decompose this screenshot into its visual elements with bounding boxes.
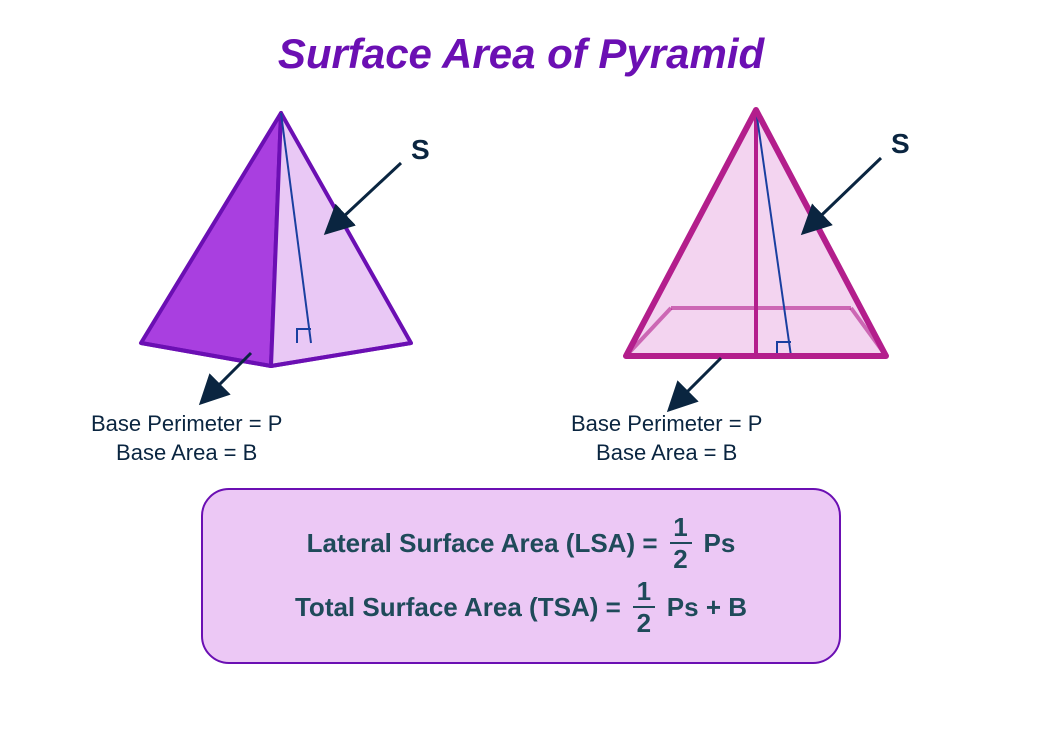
base-perimeter-label: Base Perimeter = P [571,409,762,439]
lsa-tail: Ps [704,528,736,559]
fraction-half: 1 2 [670,514,692,572]
fraction-denominator: 2 [637,608,651,636]
slant-height-label: S [891,128,910,160]
lsa-label: Lateral Surface Area (LSA) = [307,528,658,559]
slant-height-label: S [411,134,430,166]
s-arrow-icon [326,163,401,233]
diagrams-row: S Base Perimeter = P Base Area = B [0,98,1042,468]
tsa-formula: Total Surface Area (TSA) = 1 2 Ps + B [233,578,809,636]
fraction-numerator: 1 [673,514,687,542]
pyramid-face-left [141,113,281,366]
formula-box: Lateral Surface Area (LSA) = 1 2 Ps Tota… [201,488,841,664]
base-area-label: Base Area = B [91,438,282,468]
base-labels-left: Base Perimeter = P Base Area = B [91,409,282,468]
base-perimeter-label: Base Perimeter = P [91,409,282,439]
base-arrow-icon [669,358,721,410]
pyramid-face-right [271,113,411,366]
tsa-label: Total Surface Area (TSA) = [295,592,621,623]
base-arrow-icon [201,353,251,403]
page-title: Surface Area of Pyramid [0,0,1042,78]
fraction-half: 1 2 [633,578,655,636]
lsa-formula: Lateral Surface Area (LSA) = 1 2 Ps [233,514,809,572]
fraction-denominator: 2 [673,544,687,572]
square-pyramid-block: S Base Perimeter = P Base Area = B [551,98,971,468]
triangular-pyramid-block: S Base Perimeter = P Base Area = B [71,98,491,468]
s-arrow-icon [803,158,881,233]
fraction-numerator: 1 [637,578,651,606]
base-area-label: Base Area = B [571,438,762,468]
tsa-tail: Ps + B [667,592,747,623]
base-labels-right: Base Perimeter = P Base Area = B [571,409,762,468]
